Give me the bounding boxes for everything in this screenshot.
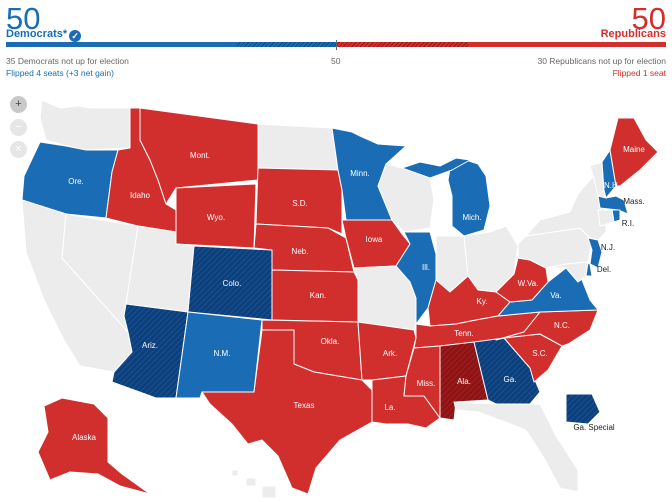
state-label-or: Ore. (68, 177, 84, 186)
rep-won-segment (336, 42, 468, 47)
state-label-ar: Ark. (383, 349, 397, 358)
state-label-ne: Neb. (292, 247, 309, 256)
state-label-ms: Miss. (417, 379, 436, 388)
dem-not-up-note: 35 Democrats not up for election (6, 56, 129, 66)
state-md[interactable] (545, 261, 589, 283)
zoom-out-icon[interactable]: − (10, 119, 27, 136)
state-mi-upper[interactable] (401, 157, 471, 179)
state-label-id: Idaho (130, 191, 151, 200)
state-label-nj: N.J. (601, 243, 615, 252)
state-label-nm: N.M. (214, 349, 231, 358)
state-label-ok: Okla. (321, 337, 340, 346)
seat-balance-bar (6, 42, 666, 47)
state-hi[interactable] (231, 469, 239, 477)
state-hi-2[interactable] (245, 477, 257, 487)
state-label-wy: Wyo. (207, 213, 225, 222)
state-label-wv: W.Va. (518, 279, 539, 288)
state-label-ga: Ga. (504, 375, 517, 384)
state-label-al: Ala. (457, 377, 471, 386)
state-wi[interactable] (377, 163, 435, 233)
dem-held-segment (6, 42, 237, 47)
reset-icon[interactable]: × (10, 141, 27, 158)
state-ny[interactable] (525, 171, 607, 241)
state-label-nc: N.C. (554, 321, 570, 330)
rep-held-segment (468, 42, 666, 47)
state-label-mi: Mich. (462, 213, 481, 222)
state-wa[interactable] (39, 99, 131, 151)
state-label-il: Ill. (422, 263, 430, 272)
rep-flip-note: Flipped 1 seat (612, 68, 666, 78)
state-label-nh: N.H. (604, 181, 620, 190)
majority-marker (336, 40, 337, 50)
state-label-la: La. (384, 403, 395, 412)
state-label-va: Va. (550, 291, 561, 300)
state-ma[interactable] (597, 195, 629, 215)
dem-party-label: Democrats* ✓ (6, 28, 82, 42)
state-label-de: Del. (597, 265, 611, 274)
state-nd[interactable] (257, 123, 339, 171)
state-vt[interactable] (589, 161, 605, 197)
state-me[interactable] (609, 117, 659, 187)
state-fl[interactable] (453, 401, 579, 493)
winner-check-icon: ✓ (69, 30, 82, 42)
state-label-me: Maine (623, 145, 645, 154)
dem-seat-count: 50 (6, 1, 41, 36)
state-tx[interactable] (201, 329, 373, 495)
state-nh[interactable] (601, 149, 617, 199)
state-label-ma: Mass. (623, 197, 644, 206)
state-label-mn: Minn. (350, 169, 370, 178)
state-label-tn: Tenn. (454, 329, 474, 338)
state-ak[interactable] (37, 397, 151, 495)
state-mi[interactable] (447, 157, 491, 237)
state-wy[interactable] (175, 183, 257, 249)
state-label-tx: Texas (294, 401, 315, 410)
dem-flip-note: Flipped 4 seats (+3 net gain) (6, 68, 114, 78)
dem-won-segment (237, 42, 336, 47)
rep-party-label: Republicans (600, 28, 666, 40)
state-nj[interactable] (587, 237, 603, 269)
state-label-ia: Iowa (366, 235, 383, 244)
state-label-co: Colo. (223, 279, 242, 288)
state-label-ri: R.I. (622, 219, 634, 228)
state-label-sc: S.C. (532, 349, 548, 358)
rep-not-up-note: 30 Republicans not up for election (537, 56, 666, 66)
state-label-az: Ariz. (142, 341, 158, 350)
state-hi-3[interactable] (261, 485, 277, 499)
midpoint-label: 50 (331, 56, 341, 66)
state-label-ga_special: Ga. Special (573, 423, 615, 432)
rep-seat-count: 50 (631, 1, 666, 36)
state-ga-special[interactable] (565, 393, 601, 425)
state-label-ak: Alaska (72, 433, 97, 442)
state-ct[interactable] (597, 209, 615, 227)
state-nc[interactable] (495, 309, 599, 347)
state-label-ks: Kan. (310, 291, 326, 300)
state-label-sd: S.D. (292, 199, 308, 208)
results-header: 50 Democrats* ✓ 50 Republicans 35 Democra… (0, 0, 672, 80)
state-label-ky: Ky. (477, 297, 488, 306)
zoom-in-icon[interactable]: + (10, 96, 27, 113)
state-label-mt: Mont. (190, 151, 210, 160)
